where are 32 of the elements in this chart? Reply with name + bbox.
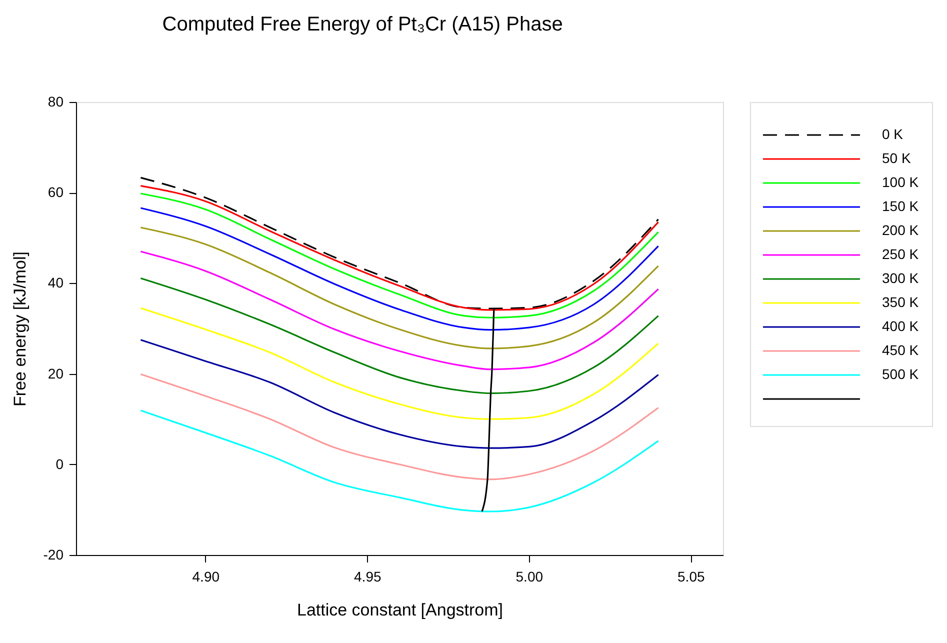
line-series [140, 277, 660, 394]
line-series [140, 226, 660, 350]
text: 100 K [882, 174, 920, 190]
text: 50 K [882, 150, 912, 166]
y-tick-label: 80 [48, 94, 64, 110]
line-series [140, 410, 660, 512]
line-series [140, 207, 660, 331]
y-tick-label: 40 [48, 274, 64, 291]
y-axis-title: Free energy [kJ/mol] [10, 252, 30, 406]
x-tick-label: 4.95 [354, 568, 382, 584]
y-tick-label: 0 [56, 456, 64, 472]
y-tick-label: -20 [43, 546, 64, 562]
text: 300 K [882, 270, 920, 286]
line-series [140, 250, 660, 370]
x-axis-title: Lattice constant [Angstrom] [297, 600, 503, 620]
x-tick-label: 5.05 [678, 568, 705, 584]
line-series [140, 373, 660, 480]
text: 250 K [882, 246, 920, 262]
text: 0 K [882, 126, 904, 142]
line-series [140, 339, 660, 449]
text: 400 K [882, 318, 920, 334]
x-tick-label: 5.00 [516, 568, 544, 584]
line-series [140, 307, 660, 420]
text: 500 K [882, 366, 920, 382]
text: 200 K [882, 222, 920, 238]
text: 350 K [882, 294, 920, 310]
y-tick-label: 60 [48, 184, 64, 200]
text: 150 K [882, 198, 920, 214]
chart-title: Computed Free Energy of Pt₃Cr (A15) Phase [162, 14, 563, 36]
text: 450 K [882, 342, 920, 358]
x-tick-label: 4.90 [192, 568, 220, 584]
y-tick-label: 20 [48, 365, 64, 382]
